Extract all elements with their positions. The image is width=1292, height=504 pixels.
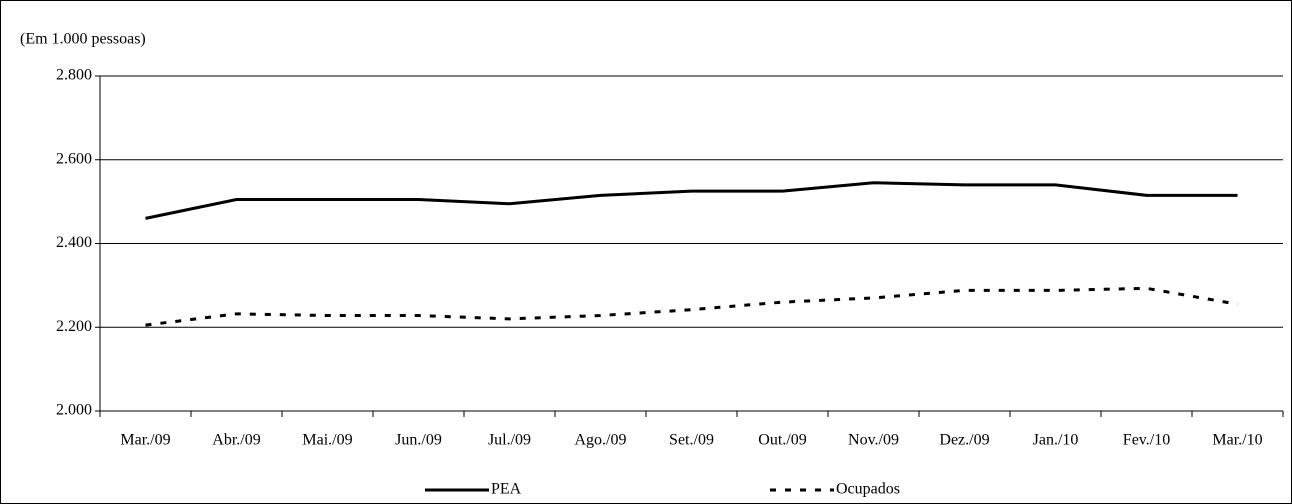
x-tick-label: Out./09 <box>758 432 806 449</box>
x-tick-label: Ago./09 <box>575 432 627 449</box>
x-tick-label: Abr./09 <box>212 432 260 449</box>
x-tick-label: Jan./10 <box>1033 432 1079 449</box>
x-tick-label: Set./09 <box>669 432 714 449</box>
series-line <box>145 286 1238 327</box>
x-tick-label: Mar./09 <box>120 432 170 449</box>
y-tick-label: 2.800 <box>56 67 92 84</box>
series-line <box>145 181 1238 220</box>
x-tick-label: Mar./10 <box>1212 432 1262 449</box>
x-tick-label: Mai./09 <box>302 432 352 449</box>
y-tick-label: 2.000 <box>56 402 92 419</box>
y-tick-label: 2.200 <box>56 318 92 335</box>
y-tick-label: 2.600 <box>56 150 92 167</box>
x-tick-label: Dez./09 <box>939 432 989 449</box>
x-tick-label: Jul./09 <box>488 432 531 449</box>
y-tick-label: 2.400 <box>56 234 92 251</box>
x-tick-label: Jun./09 <box>395 432 442 449</box>
legend-label: PEA <box>491 481 522 498</box>
legend-label: Ocupados <box>836 481 900 498</box>
x-tick-label: Nov./09 <box>848 432 899 449</box>
y-axis-label: (Em 1.000 pessoas) <box>20 31 146 48</box>
x-tick-label: Fev./10 <box>1123 432 1170 449</box>
